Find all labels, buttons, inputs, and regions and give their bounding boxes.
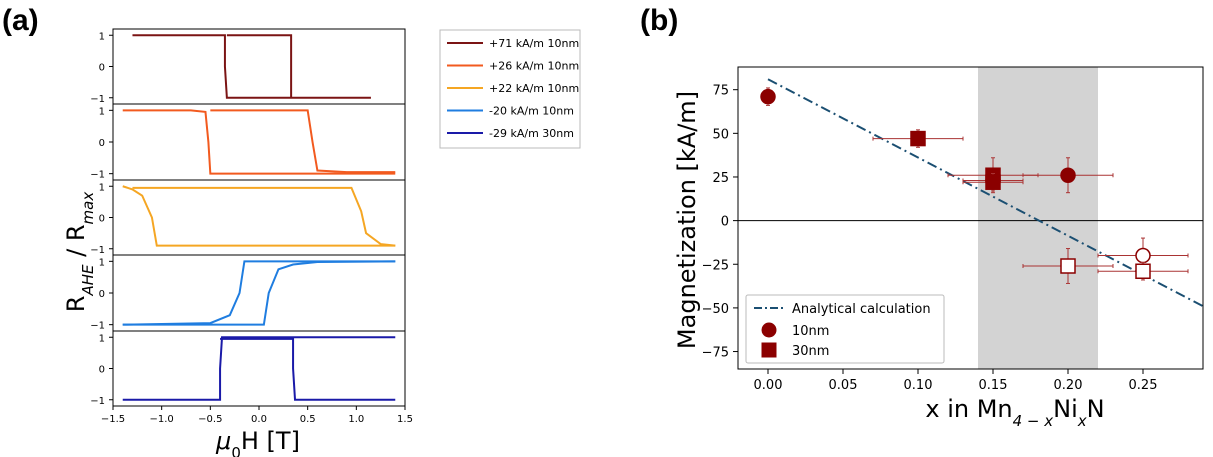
a-ylabel-sub1: AHE xyxy=(79,264,97,297)
a-series-line-2 xyxy=(122,185,396,247)
b-legend-label-30nm: 30nm xyxy=(792,344,829,359)
b-ytick-label: −75 xyxy=(702,346,729,361)
b-analytical-line xyxy=(767,78,1203,308)
b-ytick-label: −50 xyxy=(702,302,729,317)
b-ytick-label: 50 xyxy=(712,127,729,142)
a-subplot-frame-4 xyxy=(112,330,406,407)
b-xlabel-a: x in Mn xyxy=(925,395,1012,423)
b-point-30nm xyxy=(910,130,926,147)
b-point-10nm xyxy=(1060,167,1076,183)
a-ylabel-r: R xyxy=(62,296,90,313)
b-xlabel: x in Mn4 − xNixN xyxy=(925,395,1104,430)
a-series-line-0 xyxy=(132,34,371,99)
b-xlabel-c: N xyxy=(1087,395,1105,423)
b-xtick-label: 0.00 xyxy=(754,378,783,393)
b-xtick-label: 0.20 xyxy=(1054,378,1083,393)
a-ytick-label: 1 xyxy=(99,182,105,193)
b-shaded-band xyxy=(978,67,1098,369)
b-ylabel: Magnetization [kA/m] xyxy=(673,91,701,349)
magnetization-chart: −75 −50 −25 0 25 50 75 0.00 0.05 0.10 0.15 0.20 0.25… xyxy=(673,66,1204,430)
a-ytick-label: −1 xyxy=(90,396,105,407)
a-ytick-label: 0 xyxy=(99,214,105,225)
a-ytick-label: 0 xyxy=(99,289,105,300)
a-xlabel-mu: μ xyxy=(215,427,231,455)
a-xtick-label: 1.0 xyxy=(348,414,364,425)
a-xtick-label: −1.5 xyxy=(101,414,125,425)
b-xlabel-sub1: 4 − x xyxy=(1013,412,1054,430)
b-xtick-label: 0.05 xyxy=(829,378,858,393)
a-legend: +71 kA/m 10nm +26 kA/m 10nm +22 kA/m 10nm -… xyxy=(439,29,581,149)
a-series-line-4 xyxy=(122,336,396,401)
a-ytick-label: −1 xyxy=(90,170,105,181)
b-point-10nm xyxy=(760,88,776,105)
a-ytick-label: 0 xyxy=(99,138,105,149)
a-xlabel-sub: 0 xyxy=(231,444,241,457)
b-xtick-label: 0.10 xyxy=(904,378,933,393)
a-xtick-label: 0.5 xyxy=(300,414,316,425)
a-ytick-label: −1 xyxy=(90,245,105,256)
a-subplot-frame-3 xyxy=(112,254,406,332)
a-ytick-label: 0 xyxy=(99,365,105,376)
a-legend-label: -20 kA/m 10nm xyxy=(489,105,574,118)
a-ytick-label: −1 xyxy=(90,321,105,332)
a-ytick-label: 1 xyxy=(99,257,105,268)
a-ylabel-mid: / R xyxy=(62,224,90,264)
a-xtick-label: −1.0 xyxy=(150,414,174,425)
b-xlabel-sub2: x xyxy=(1077,412,1087,430)
a-legend-label: +22 kA/m 10nm xyxy=(489,82,579,95)
a-series-return-1 xyxy=(210,109,396,174)
hysteresis-chart: 10−110−110−110−110−1−1.5 −1.0 −0.5 0.0 0.5 1.… xyxy=(62,28,581,457)
b-point-30nm xyxy=(1060,258,1076,274)
a-subplot-frame-1 xyxy=(112,103,406,181)
a-series-line-3 xyxy=(122,260,396,326)
b-legend-label-10nm: 10nm xyxy=(792,324,829,339)
a-xlabel: μ0H [T] xyxy=(215,427,300,457)
b-legend-box xyxy=(745,294,945,364)
a-series-return-2 xyxy=(132,186,396,247)
panel-a-label: (a) xyxy=(2,4,39,37)
a-legend-label: -29 kA/m 30nm xyxy=(489,127,574,140)
b-legend-swatch-10nm xyxy=(761,322,777,338)
b-ytick-label: −25 xyxy=(702,258,729,273)
b-ytick-label: 75 xyxy=(712,84,729,99)
b-xtick-label: 0.15 xyxy=(979,378,1008,393)
b-point-30nm xyxy=(985,174,1001,190)
b-legend-swatch-30nm xyxy=(761,342,777,358)
b-point-10nm xyxy=(1135,247,1151,264)
a-ylabel-sub2: max xyxy=(79,192,97,225)
a-ylabel: RAHE / Rmax xyxy=(62,192,97,313)
a-series-return-3 xyxy=(122,260,396,326)
b-xlabel-b: Ni xyxy=(1053,395,1078,423)
a-ytick-label: 1 xyxy=(99,333,105,344)
a-series-return-4 xyxy=(220,337,396,401)
a-ytick-label: 0 xyxy=(99,63,105,74)
a-ytick-label: 1 xyxy=(99,31,105,42)
a-ytick-label: 1 xyxy=(99,106,105,117)
b-xtick-label: 0.25 xyxy=(1129,378,1158,393)
b-point-30nm xyxy=(1135,263,1151,279)
b-legend-label-line: Analytical calculation xyxy=(792,302,931,317)
a-series-return-0 xyxy=(226,34,293,98)
panel-b-label: (b) xyxy=(640,4,678,37)
a-xlabel-rest: H [T] xyxy=(241,427,300,455)
a-legend-label: +26 kA/m 10nm xyxy=(489,60,579,73)
a-series-line-1 xyxy=(122,109,396,175)
a-xtick-label: 0.0 xyxy=(251,414,267,425)
a-legend-label: +71 kA/m 10nm xyxy=(489,37,579,50)
b-ytick-label: 0 xyxy=(721,215,729,230)
a-xtick-label: 1.5 xyxy=(397,414,413,425)
a-xtick-label: −0.5 xyxy=(198,414,222,425)
b-ytick-label: 25 xyxy=(712,171,729,186)
b-axes-frame xyxy=(737,66,1204,370)
a-ytick-label: −1 xyxy=(90,94,105,105)
a-subplot-frame-0 xyxy=(112,28,406,105)
